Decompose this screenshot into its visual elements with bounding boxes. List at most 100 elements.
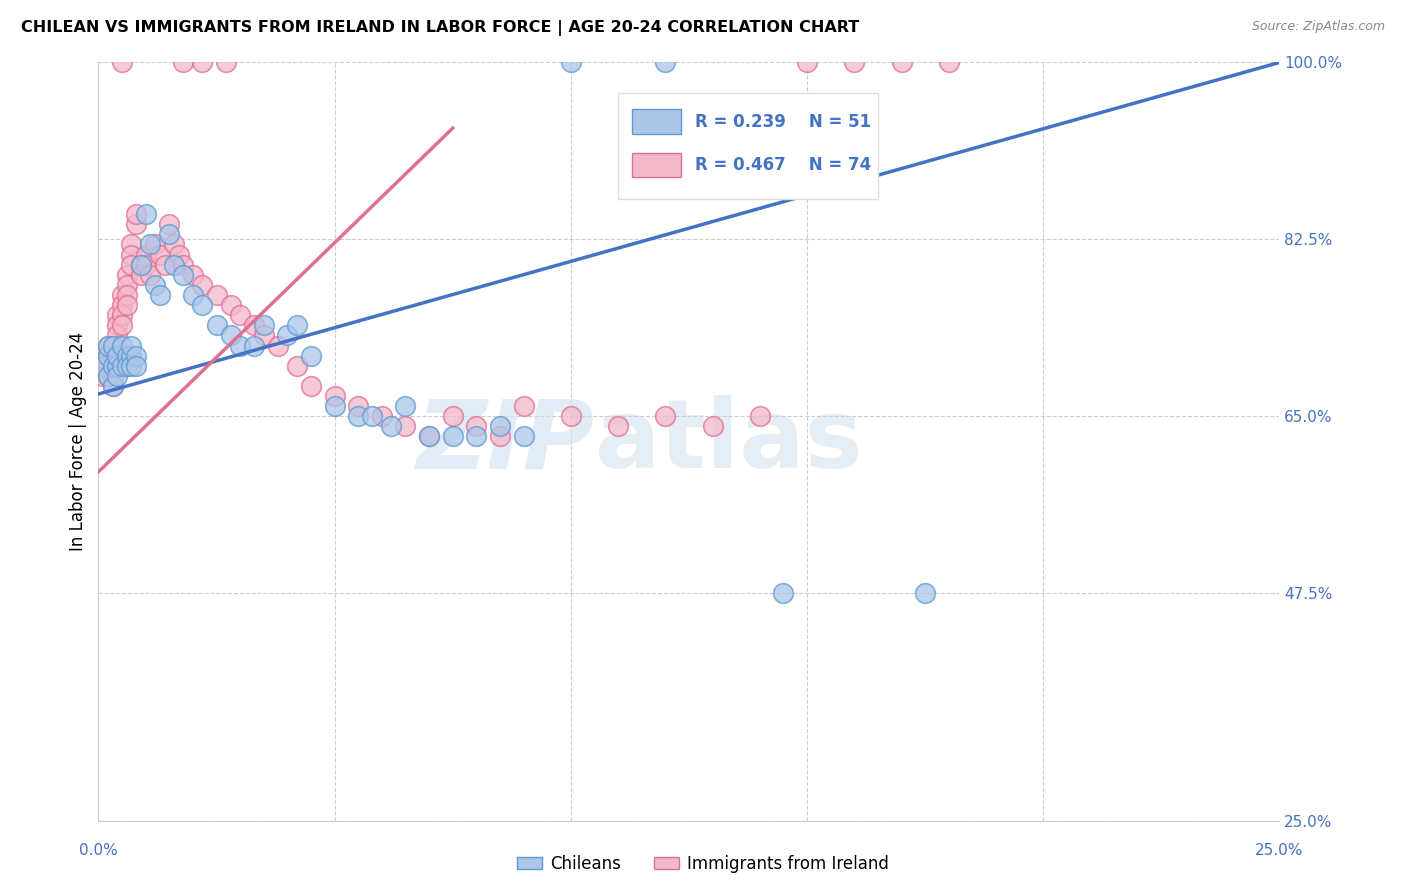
Point (125, 349, 148, 363)
Point (285, 359, 308, 373)
Point (129, 258, 152, 272)
Point (163, 258, 186, 272)
Point (748, 409, 770, 424)
Point (465, 419, 488, 434)
Point (181, 268, 204, 282)
Point (489, 419, 512, 434)
Point (191, 55, 214, 70)
Point (299, 349, 322, 363)
Point (229, 308, 252, 322)
Point (219, 328, 242, 343)
Point (323, 389, 346, 403)
Point (115, 298, 138, 312)
Point (219, 298, 242, 312)
Point (91, 368, 114, 383)
FancyBboxPatch shape (633, 153, 682, 177)
Point (121, 258, 143, 272)
Point (380, 419, 402, 434)
Point (121, 349, 143, 363)
Point (101, 368, 124, 383)
Point (91, 359, 114, 373)
Point (115, 288, 138, 302)
Point (844, 55, 866, 70)
Point (115, 349, 138, 363)
Point (654, 55, 676, 70)
FancyBboxPatch shape (619, 93, 877, 199)
Point (143, 277, 166, 292)
Point (121, 247, 143, 261)
Point (101, 338, 124, 352)
Point (121, 359, 143, 373)
Point (135, 247, 157, 261)
Text: atlas: atlas (595, 395, 863, 488)
Point (105, 308, 128, 322)
Point (371, 409, 394, 424)
Point (229, 338, 252, 352)
Point (101, 379, 124, 393)
Point (465, 429, 488, 443)
Point (111, 359, 134, 373)
Point (105, 359, 128, 373)
Point (560, 409, 582, 424)
Point (654, 409, 676, 424)
Point (105, 338, 128, 352)
Point (181, 288, 204, 302)
Point (157, 217, 180, 231)
Point (115, 277, 138, 292)
Point (91, 359, 114, 373)
Y-axis label: In Labor Force | Age 20-24: In Labor Force | Age 20-24 (69, 332, 87, 551)
Point (418, 429, 440, 443)
Point (191, 298, 214, 312)
Point (172, 258, 194, 272)
Point (91, 349, 114, 363)
Point (607, 419, 630, 434)
Point (938, 55, 960, 70)
Point (149, 288, 172, 302)
Point (512, 399, 534, 413)
Point (97, 368, 120, 383)
Point (890, 55, 912, 70)
Point (121, 338, 143, 352)
Point (129, 258, 152, 272)
Point (285, 318, 308, 333)
Point (253, 328, 276, 343)
Point (167, 247, 190, 261)
Point (299, 379, 322, 393)
Point (139, 268, 162, 282)
Point (125, 359, 148, 373)
Point (560, 55, 582, 70)
Point (323, 399, 346, 413)
Point (172, 268, 194, 282)
Point (125, 207, 148, 221)
Point (105, 328, 128, 343)
Text: 25.0%: 25.0% (1256, 844, 1303, 858)
Point (101, 359, 124, 373)
Point (163, 237, 186, 252)
Point (135, 207, 157, 221)
Point (115, 359, 138, 373)
Point (914, 586, 936, 600)
Point (105, 349, 128, 363)
Point (772, 586, 794, 600)
Point (111, 298, 134, 312)
Point (111, 308, 134, 322)
Point (101, 379, 124, 393)
Point (101, 349, 124, 363)
Point (276, 328, 298, 343)
Point (441, 409, 464, 424)
Point (205, 318, 228, 333)
Point (191, 277, 214, 292)
Point (97, 338, 120, 352)
Point (172, 55, 194, 70)
Point (97, 368, 120, 383)
Point (702, 419, 724, 434)
Point (243, 338, 266, 352)
Legend: Chileans, Immigrants from Ireland: Chileans, Immigrants from Ireland (510, 848, 896, 880)
Text: R = 0.467    N = 74: R = 0.467 N = 74 (695, 156, 872, 174)
Point (243, 318, 266, 333)
Point (267, 338, 290, 352)
Point (111, 318, 134, 333)
Point (115, 268, 138, 282)
Point (149, 247, 172, 261)
Point (143, 237, 166, 252)
